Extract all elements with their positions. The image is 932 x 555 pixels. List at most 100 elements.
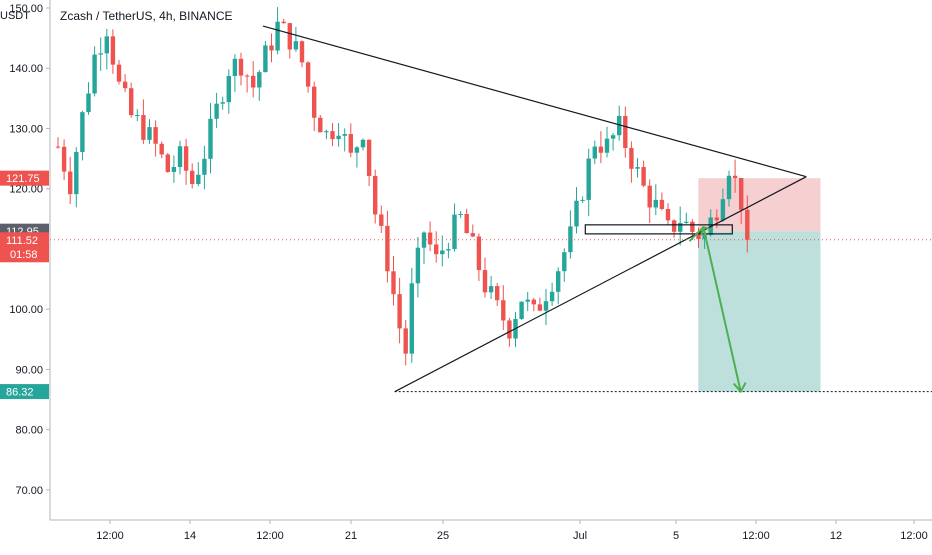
candle-body <box>104 36 109 54</box>
candle <box>684 212 689 224</box>
candle-body <box>147 127 152 140</box>
candle-body <box>409 283 414 354</box>
candle <box>610 132 616 151</box>
candle-body <box>598 146 604 153</box>
candle <box>244 74 250 93</box>
candle-body <box>385 225 390 272</box>
candle <box>366 139 372 187</box>
candle <box>391 255 396 306</box>
candle <box>440 235 445 267</box>
candle-body <box>116 64 122 82</box>
upper-trendline[interactable] <box>262 25 807 178</box>
arrow-head-bottom <box>732 382 747 394</box>
candle <box>98 37 103 71</box>
candle <box>104 28 109 70</box>
support-box[interactable] <box>584 224 733 235</box>
x-tick-label: 12:00 <box>742 530 770 542</box>
candle-body <box>507 320 512 339</box>
candle <box>549 282 555 306</box>
candle <box>543 288 549 326</box>
candle-body <box>592 146 597 159</box>
candle-body <box>214 103 219 119</box>
candle-body <box>470 233 475 237</box>
candle-body <box>702 235 707 240</box>
y-tick-label: 80.00 <box>15 425 43 437</box>
candle <box>165 152 170 173</box>
candle <box>354 146 360 168</box>
candle-body <box>324 131 329 133</box>
candle-body <box>415 247 421 284</box>
candle-body <box>336 135 341 140</box>
candle <box>269 33 274 63</box>
candle-body <box>739 178 744 210</box>
candle-body <box>251 75 256 88</box>
candle-body <box>684 221 689 223</box>
candle <box>342 128 347 152</box>
candle-body <box>305 62 311 87</box>
candle <box>232 54 238 93</box>
candle-body <box>635 167 640 169</box>
candle-body <box>299 41 305 63</box>
candle <box>580 196 585 203</box>
candle-body <box>330 131 335 140</box>
candle <box>531 297 536 312</box>
candle <box>226 69 231 114</box>
candle <box>141 99 146 144</box>
lower-trendline[interactable] <box>394 176 807 393</box>
candle <box>562 248 567 282</box>
candle-body <box>232 58 238 76</box>
candle-body <box>531 299 536 305</box>
take-profit-zone[interactable] <box>698 231 821 392</box>
candle <box>434 231 439 263</box>
candle <box>147 119 152 144</box>
price-tag-target[interactable]: 86.32 <box>0 384 49 400</box>
candle-body <box>427 232 433 245</box>
candle-body <box>55 146 61 148</box>
price-tag-last[interactable]: 111.52 01:58 <box>0 232 49 263</box>
candle-body <box>452 214 457 250</box>
candle-body <box>501 300 506 321</box>
candle-body <box>629 147 634 169</box>
risk-reward-zones <box>698 178 821 392</box>
candle <box>330 123 335 147</box>
candle-body <box>293 41 299 50</box>
candle <box>525 291 530 312</box>
candle-body <box>519 301 524 319</box>
candle <box>458 211 463 218</box>
candle <box>214 92 219 129</box>
candle-body <box>92 54 97 94</box>
candle-body <box>397 294 402 329</box>
candle <box>281 18 286 24</box>
candle-body <box>141 115 146 140</box>
candle-body <box>745 209 750 240</box>
candle <box>293 26 299 52</box>
candle <box>629 141 634 183</box>
candle-body <box>110 36 116 65</box>
price-tag-value: 111.52 <box>6 235 38 247</box>
candle-body <box>464 214 469 234</box>
candle-body <box>165 154 170 172</box>
x-tick-label: 25 <box>437 530 449 542</box>
candle-body <box>312 86 317 118</box>
candle <box>659 192 665 211</box>
candle-body <box>696 231 701 240</box>
candle-body <box>665 208 671 221</box>
candle <box>446 242 451 259</box>
candle-body <box>610 135 616 139</box>
price-tag-value: 121.75 <box>6 173 40 185</box>
price-tag-stop[interactable]: 121.75 <box>0 170 49 186</box>
candle <box>537 297 543 312</box>
candle <box>452 203 457 252</box>
candle <box>592 140 597 164</box>
currency-label: USDT <box>0 10 30 22</box>
y-tick-label: 70.00 <box>15 485 43 497</box>
candle <box>305 61 311 93</box>
candle-body <box>671 220 677 232</box>
candle <box>287 22 292 59</box>
candle-body <box>226 75 231 103</box>
y-tick-label: 140.00 <box>9 63 43 75</box>
candle-body <box>726 175 732 200</box>
